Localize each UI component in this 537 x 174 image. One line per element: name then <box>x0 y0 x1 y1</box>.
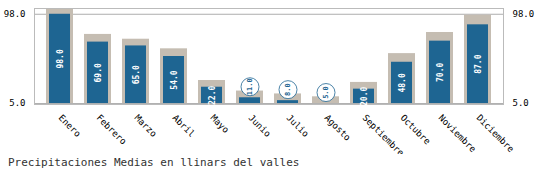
svg-text:5.0: 5.0 <box>9 98 25 108</box>
svg-text:Diciembre: Diciembre <box>475 113 517 154</box>
svg-text:8.0: 8.0 <box>284 83 292 96</box>
svg-text:Octubre: Octubre <box>399 113 433 147</box>
svg-text:Enero: Enero <box>57 113 83 139</box>
svg-text:70.0: 70.0 <box>436 63 445 82</box>
svg-text:Mayo: Mayo <box>209 113 231 135</box>
svg-text:98.0: 98.0 <box>513 9 535 19</box>
svg-text:5.0: 5.0 <box>513 98 529 108</box>
svg-text:5.0: 5.0 <box>322 86 330 99</box>
svg-text:Julio: Julio <box>285 113 311 139</box>
svg-text:Marzo: Marzo <box>133 113 159 139</box>
svg-text:87.0: 87.0 <box>474 54 483 73</box>
svg-text:Noviembre: Noviembre <box>437 113 479 154</box>
svg-text:Abril: Abril <box>171 113 197 139</box>
svg-text:98.0: 98.0 <box>4 9 26 19</box>
svg-text:Febrero: Febrero <box>95 113 129 147</box>
svg-text:98.0: 98.0 <box>56 49 65 68</box>
svg-text:11.0: 11.0 <box>246 78 254 95</box>
svg-text:69.0: 69.0 <box>94 63 103 82</box>
svg-text:20.0: 20.0 <box>360 87 369 106</box>
svg-text:65.0: 65.0 <box>132 65 141 84</box>
svg-text:54.0: 54.0 <box>170 70 179 89</box>
svg-text:48.0: 48.0 <box>398 73 407 92</box>
html-text:Precipitaciones Medias en llin: Precipitaciones Medias en llinars del va… <box>8 156 300 169</box>
svg-text:22.0: 22.0 <box>208 86 217 105</box>
svg-text:Junio: Junio <box>247 113 273 139</box>
svg-text:Agosto: Agosto <box>323 113 353 143</box>
